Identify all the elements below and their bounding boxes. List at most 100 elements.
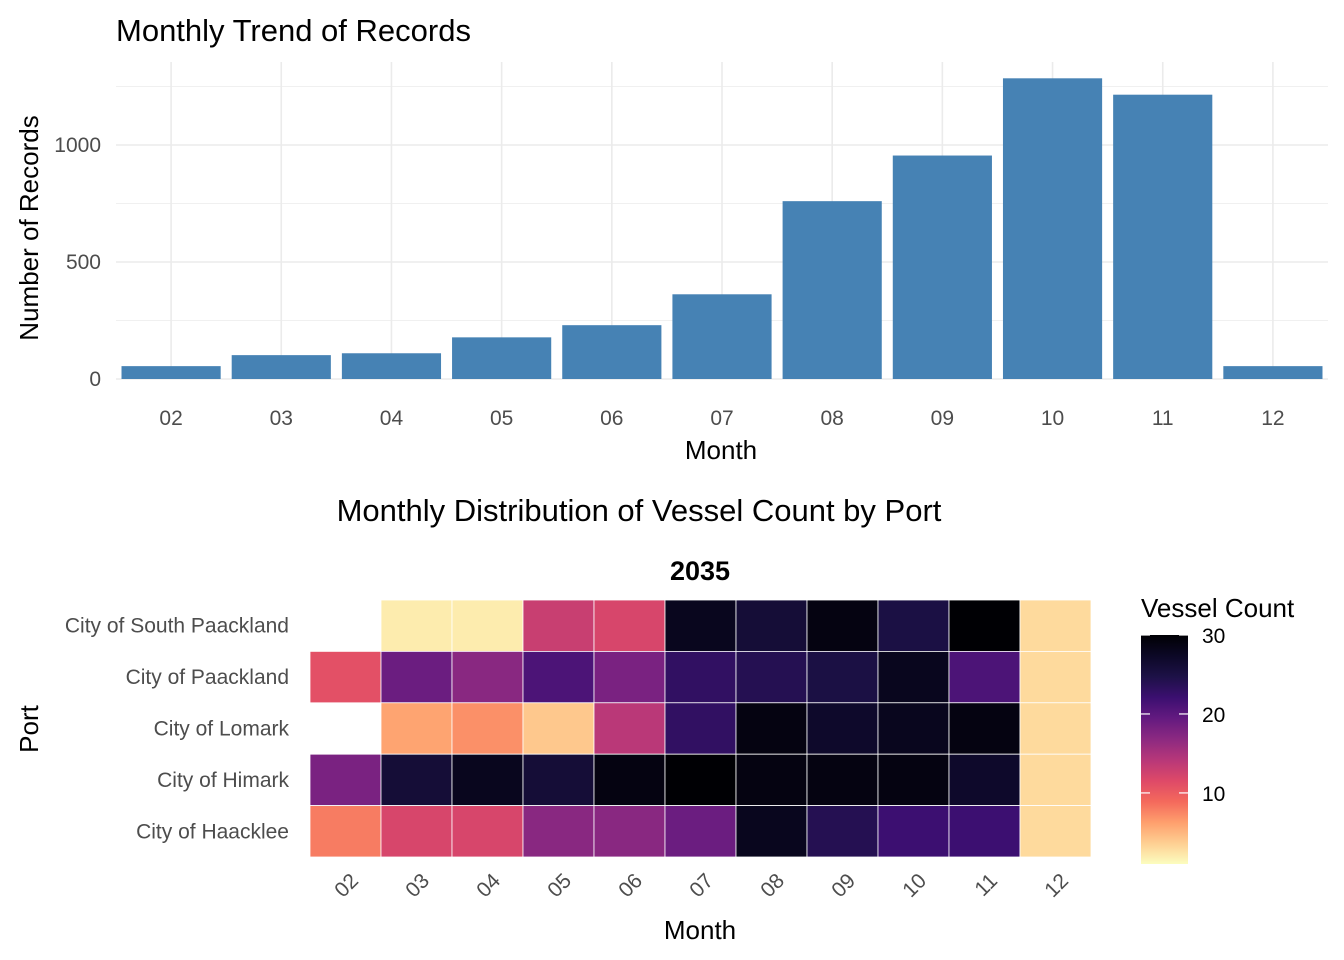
heatmap-cell [806,805,879,858]
heatmap-y-ticks: City of South Paackland City of Paackland… [65,615,290,844]
bar-06 [562,325,662,379]
legend-tick-label: 10 [1202,783,1225,806]
heatmap-subtitle: 2035 [670,556,730,586]
heatmap-cell [806,753,879,807]
bar-chart-y-axis-title: Number of Records [14,115,44,340]
y-tick-label: 1000 [54,134,101,157]
x-tick-label: 08 [821,407,844,430]
y-tick-label: City of Haacklee [136,820,289,843]
bar-05 [452,337,552,379]
x-tick-label: 09 [827,869,860,902]
heatmap-cell [522,651,595,704]
x-tick-label: 07 [685,869,718,902]
heatmap-cell [380,753,453,807]
heatmap-cell [806,599,879,652]
heatmap-cell [877,805,950,858]
heatmap-legend: Vessel Count 10 20 30 [1141,593,1295,864]
x-tick-label: 05 [490,407,513,430]
bar-chart-x-ticks: 02 03 04 05 06 07 08 09 10 11 12 [159,407,1284,430]
x-tick-label: 03 [270,407,293,430]
bar-07 [672,294,772,379]
bar-04 [341,353,442,379]
legend-tick-label: 20 [1202,704,1225,727]
bar-chart: Monthly Trend of Records 0 500 1000 02 03 04… [14,13,1328,465]
heatmap-cell [877,599,950,652]
heatmap-cell [1019,805,1092,858]
heatmap-cell [451,753,524,807]
heatmap-x-ticks: 02 03 04 05 06 07 08 09 10 11 12 [330,869,1073,902]
bar-chart-x-axis-title: Month [685,435,757,465]
y-tick-label: City of South Paackland [65,615,289,638]
x-tick-label: 06 [600,407,623,430]
bar-12 [1223,366,1323,379]
bar-chart-title: Monthly Trend of Records [116,13,471,48]
heatmap-cell [948,651,1021,704]
heatmap-cell [806,651,879,704]
x-tick-label: 10 [898,869,931,902]
heatmap-cell [309,651,382,704]
x-tick-label: 10 [1041,407,1064,430]
x-tick-label: 04 [472,869,505,902]
bar-10 [1002,78,1103,379]
legend-tick-label: 30 [1202,625,1225,648]
bar-08 [782,201,882,379]
heatmap-cell [806,702,879,755]
heatmap-cell [380,805,453,858]
heatmap-cell [593,599,666,652]
bar-11 [1113,94,1213,379]
heatmap-cell [948,702,1021,755]
x-tick-label: 07 [710,407,733,430]
x-tick-label: 11 [1152,407,1174,430]
heatmap-cell [380,651,453,704]
heatmap-cell [877,702,950,755]
y-tick-label: 0 [89,368,101,391]
heatmap-chart: Monthly Distribution of Vessel Count by … [14,493,1295,945]
heatmap-cell [948,599,1021,652]
heatmap-cell [593,753,666,807]
heatmap-cell [1019,702,1092,755]
x-tick-label: 08 [756,869,789,902]
heatmap-cell [877,651,950,704]
heatmap-cell [664,753,737,807]
x-tick-label: 12 [1040,869,1073,902]
heatmap-cells [309,599,1092,858]
heatmap-cell [664,651,737,704]
y-tick-label: City of Lomark [154,718,290,741]
heatmap-title: Monthly Distribution of Vessel Count by … [337,493,942,528]
heatmap-cell [948,805,1021,858]
legend-color-bar [1141,635,1188,864]
heatmap-cell [735,753,808,807]
heatmap-cell [593,805,666,858]
heatmap-cell [522,805,595,858]
heatmap-cell [1019,599,1092,652]
heatmap-cell [380,702,453,755]
heatmap-cell [451,651,524,704]
heatmap-cell [451,702,524,755]
bar-chart-y-ticks: 0 500 1000 [54,134,101,391]
heatmap-cell [1019,753,1092,807]
x-tick-label: 03 [401,869,434,902]
heatmap-cell [735,599,808,652]
x-tick-label: 11 [970,869,1002,901]
bar-09 [892,155,992,379]
heatmap-y-axis-title: Port [14,704,44,752]
heatmap-cell [735,651,808,704]
heatmap-cell [522,753,595,807]
y-tick-label: 500 [66,251,101,274]
heatmap-x-axis-title: Month [664,915,736,945]
heatmap-cell [593,651,666,704]
heatmap-cell [309,805,382,858]
heatmap-cell [1019,651,1092,704]
heatmap-cell [664,702,737,755]
heatmap-cell [735,702,808,755]
y-tick-label: City of Paackland [126,666,289,689]
x-tick-label: 09 [931,407,954,430]
heatmap-cell [522,702,595,755]
legend-ticks: 10 20 30 [1141,625,1225,806]
heatmap-cell [309,753,382,807]
heatmap-cell [735,805,808,858]
heatmap-cell [522,599,595,652]
heatmap-cell [877,753,950,807]
x-tick-label: 05 [543,869,576,902]
